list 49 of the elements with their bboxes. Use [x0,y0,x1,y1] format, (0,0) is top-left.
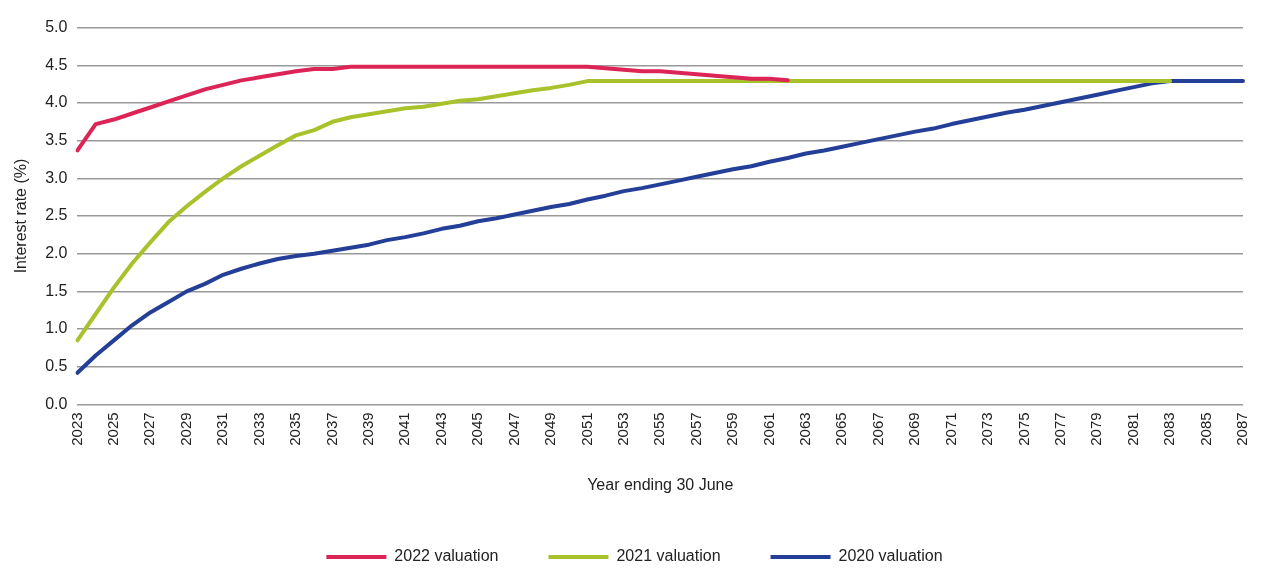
x-tick-label: 2087 [1233,412,1251,446]
y-tick-label: 2.0 [45,244,68,262]
x-tick-label: 2031 [213,412,231,446]
x-tick-label: 2037 [322,412,340,446]
y-tick-label: 3.0 [45,168,68,186]
x-tick-label: 2067 [868,412,886,446]
x-tick-label: 2049 [541,412,559,446]
x-tick-label: 2061 [759,412,777,446]
y-tick-label: 5.0 [45,18,68,36]
x-tick-label: 2053 [613,412,631,446]
y-tick-label: 0.0 [45,394,68,412]
x-tick-label: 2027 [140,412,158,446]
x-tick-label: 2085 [1196,412,1214,446]
x-tick-label: 2023 [67,412,85,446]
x-axis-title: Year ending 30 June [587,475,734,493]
x-tick-label: 2063 [796,412,814,446]
x-tick-label: 2075 [1014,412,1032,446]
x-tick-label: 2045 [468,412,486,446]
x-tick-label: 2081 [1123,412,1141,446]
legend-label: 2021 valuation [616,547,721,565]
legend-label: 2020 valuation [838,547,943,565]
y-tick-label: 3.5 [45,131,68,149]
y-tick-label: 0.5 [45,357,68,375]
x-tick-label: 2041 [395,412,413,446]
y-tick-label: 1.5 [45,281,68,299]
x-tick-label: 2039 [358,412,376,446]
x-tick-label: 2059 [723,412,741,446]
x-tick-label: 2077 [1051,412,1069,446]
legend-label: 2022 valuation [394,547,499,565]
x-tick-label: 2057 [686,412,704,446]
x-tick-label: 2043 [431,412,449,446]
x-tick-label: 2073 [978,412,996,446]
y-tick-label: 1.0 [45,319,68,337]
x-tick-label: 2033 [249,412,267,446]
x-tick-label: 2035 [286,412,304,446]
y-tick-label: 4.5 [45,55,68,73]
x-tick-label: 2079 [1087,412,1105,446]
y-axis-title: Interest rate (%) [12,158,30,274]
x-tick-label: 2029 [176,412,194,446]
x-tick-label: 2065 [832,412,850,446]
x-tick-label: 2083 [1160,412,1178,446]
x-tick-label: 2051 [577,412,595,446]
y-tick-label: 4.0 [45,93,68,111]
x-tick-label: 2069 [905,412,923,446]
x-tick-label: 2025 [104,412,122,446]
x-tick-label: 2055 [650,412,668,446]
x-tick-label: 2047 [504,412,522,446]
y-tick-label: 2.5 [45,206,68,224]
x-tick-label: 2071 [941,412,959,446]
